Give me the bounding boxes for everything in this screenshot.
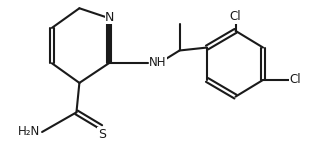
Text: NH: NH <box>149 56 166 69</box>
Text: S: S <box>98 128 106 141</box>
Text: Cl: Cl <box>230 10 241 23</box>
Text: H₂N: H₂N <box>18 126 40 138</box>
Text: Cl: Cl <box>290 73 301 86</box>
Text: N: N <box>105 11 114 24</box>
